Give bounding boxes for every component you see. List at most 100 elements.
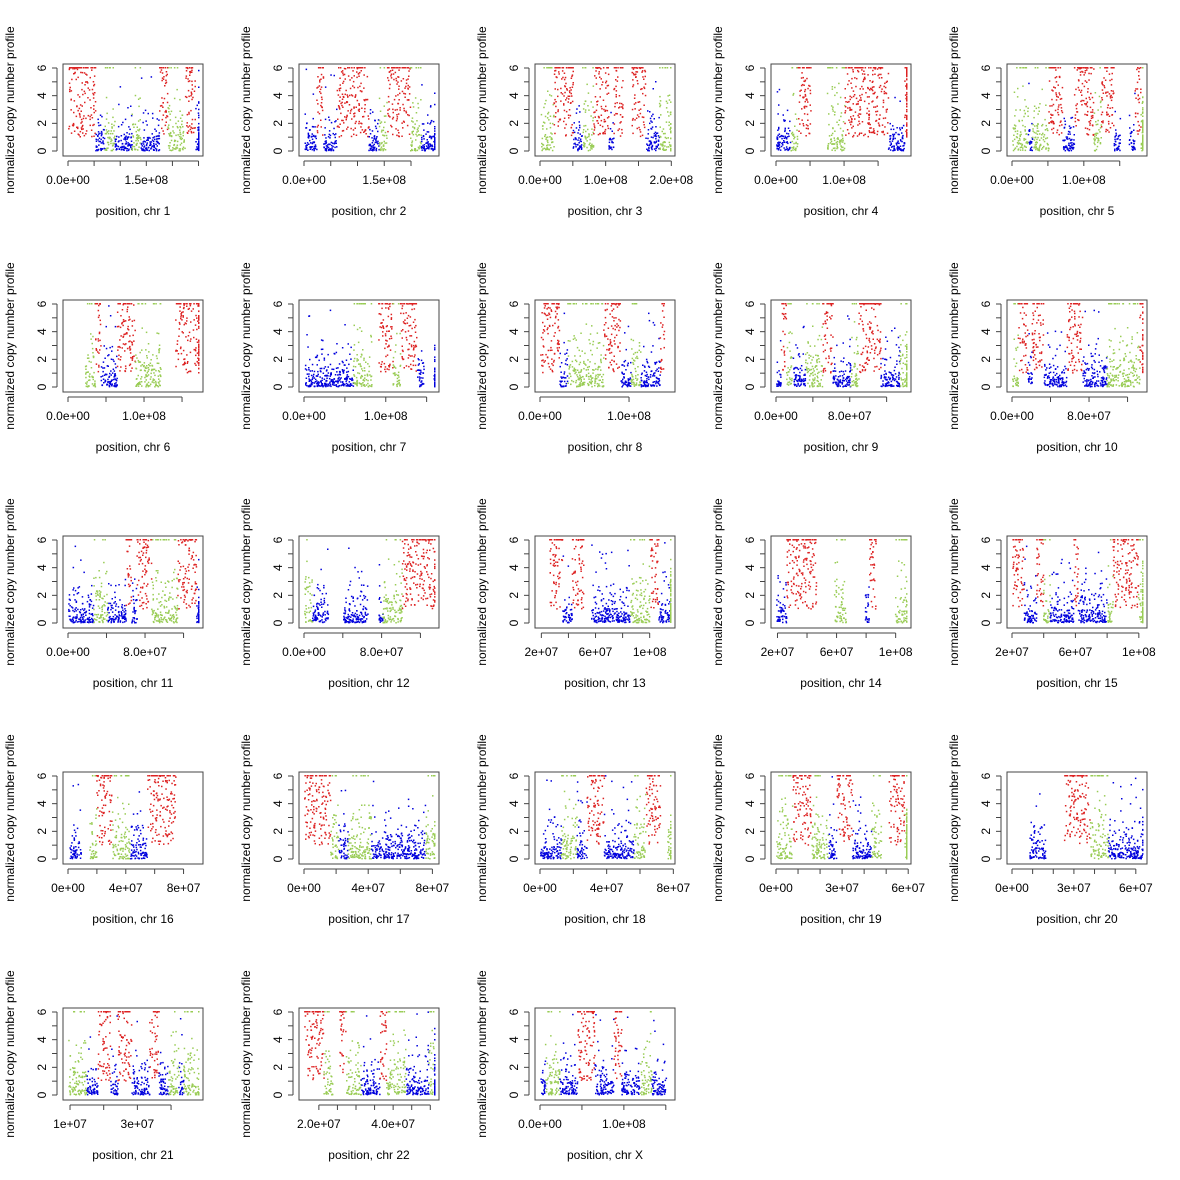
data-point xyxy=(399,385,401,387)
data-point xyxy=(198,351,200,354)
data-point xyxy=(582,131,584,134)
data-point xyxy=(175,134,177,137)
data-point xyxy=(1014,130,1017,133)
data-point xyxy=(341,98,344,100)
data-point xyxy=(1047,147,1050,150)
data-point xyxy=(372,144,374,147)
data-point xyxy=(851,67,853,69)
data-point xyxy=(1027,110,1029,113)
data-point xyxy=(561,78,563,80)
data-point xyxy=(655,134,657,136)
data-point xyxy=(872,92,874,95)
data-point xyxy=(100,138,102,141)
data-point xyxy=(358,382,361,384)
data-point xyxy=(320,370,322,373)
data-point xyxy=(1039,103,1041,105)
data-point xyxy=(1090,111,1092,113)
data-point xyxy=(107,354,109,357)
data-point xyxy=(783,140,785,142)
data-point xyxy=(543,147,546,150)
data-point xyxy=(420,142,422,145)
data-point xyxy=(595,109,598,112)
data-point xyxy=(1019,149,1022,151)
data-point xyxy=(103,382,105,384)
data-point xyxy=(434,360,436,363)
data-point xyxy=(586,136,589,139)
data-point xyxy=(149,144,152,146)
data-point xyxy=(155,130,157,132)
data-point xyxy=(1136,81,1139,84)
data-point xyxy=(1110,84,1113,86)
data-point xyxy=(371,142,374,144)
y-tick-label: 0 xyxy=(271,383,285,390)
data-point xyxy=(647,110,649,112)
data-point xyxy=(600,114,603,116)
data-point xyxy=(91,375,93,378)
data-point xyxy=(188,303,191,305)
data-point xyxy=(782,144,784,146)
data-point xyxy=(333,142,335,145)
data-point xyxy=(367,115,369,117)
data-point xyxy=(157,332,160,335)
data-point xyxy=(356,328,359,331)
data-point xyxy=(557,120,560,123)
data-point xyxy=(132,135,134,137)
data-point xyxy=(810,110,812,112)
data-point xyxy=(331,379,334,381)
data-point xyxy=(418,363,420,365)
data-point xyxy=(349,378,351,380)
data-point xyxy=(1101,89,1104,91)
data-point xyxy=(615,96,617,98)
data-point xyxy=(880,67,882,69)
data-point xyxy=(384,370,387,373)
data-point xyxy=(561,67,563,69)
data-point xyxy=(1142,131,1144,133)
data-point xyxy=(114,138,117,141)
data-point xyxy=(143,129,146,131)
data-point xyxy=(320,106,323,108)
data-point xyxy=(82,128,84,130)
data-point xyxy=(649,140,652,142)
data-point xyxy=(375,138,377,141)
data-point xyxy=(1086,114,1089,116)
data-point xyxy=(69,88,71,91)
data-point xyxy=(429,106,432,108)
data-point xyxy=(566,97,568,99)
data-point xyxy=(589,138,591,141)
data-point xyxy=(851,77,853,80)
data-point xyxy=(795,142,797,145)
data-point xyxy=(115,382,117,384)
data-point xyxy=(1042,139,1045,141)
data-point xyxy=(319,367,322,370)
data-point xyxy=(410,150,412,152)
data-point xyxy=(109,346,111,349)
data-point xyxy=(390,335,392,337)
data-point xyxy=(1012,144,1014,146)
y-tick-label: 0 xyxy=(271,147,285,154)
data-point xyxy=(198,134,200,136)
data-point xyxy=(800,132,802,134)
data-point xyxy=(1086,105,1089,108)
data-point xyxy=(860,97,862,99)
data-point xyxy=(322,385,324,388)
data-point xyxy=(401,135,403,137)
data-point xyxy=(85,385,88,388)
data-point xyxy=(93,75,96,77)
data-point xyxy=(662,132,665,135)
data-point xyxy=(794,136,796,138)
data-point xyxy=(896,145,899,148)
data-point xyxy=(115,143,117,146)
data-point xyxy=(403,107,405,110)
data-point xyxy=(319,88,322,91)
data-point xyxy=(86,81,88,83)
data-point xyxy=(404,319,406,321)
data-point xyxy=(99,114,102,116)
data-point xyxy=(419,384,421,386)
data-point xyxy=(872,130,875,133)
data-point xyxy=(787,148,790,151)
data-point xyxy=(68,68,71,71)
data-point xyxy=(906,115,908,118)
data-point xyxy=(402,329,404,331)
data-point xyxy=(434,136,436,139)
data-point xyxy=(359,85,361,88)
